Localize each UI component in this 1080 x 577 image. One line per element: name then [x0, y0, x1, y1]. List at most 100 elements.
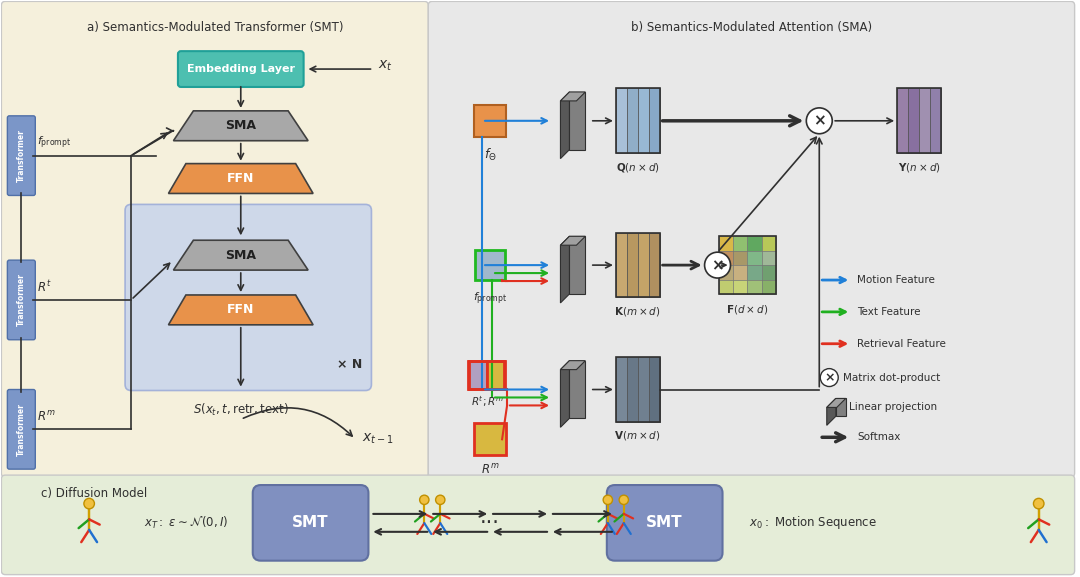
FancyBboxPatch shape [253, 485, 368, 561]
Polygon shape [168, 295, 313, 325]
Text: $f_{\mathrm{prompt}}$: $f_{\mathrm{prompt}}$ [473, 291, 508, 308]
Bar [718, 279, 733, 294]
Text: $R^t; R^m$: $R^t; R^m$ [471, 395, 503, 409]
Bar [761, 279, 777, 294]
Text: $R^t$: $R^t$ [38, 279, 52, 295]
Text: $R^m$: $R^m$ [481, 463, 499, 477]
Bar [718, 265, 733, 279]
Text: ×: × [711, 258, 724, 273]
Polygon shape [569, 236, 585, 294]
Bar [616, 88, 626, 153]
Text: b) Semantics-Modulated Attention (SMA): b) Semantics-Modulated Attention (SMA) [631, 21, 872, 34]
Text: $\mathbf{V}(m\times d)$: $\mathbf{V}(m\times d)$ [615, 429, 661, 443]
Bar [616, 88, 660, 153]
Circle shape [807, 108, 833, 134]
FancyBboxPatch shape [125, 204, 372, 391]
Text: × N: × N [337, 358, 363, 371]
Text: ×: × [824, 372, 835, 384]
Text: Transformer: Transformer [17, 273, 26, 327]
Bar [469, 361, 487, 388]
Polygon shape [827, 399, 846, 407]
Bar [897, 88, 941, 153]
Bar [616, 357, 660, 422]
Text: Retrieval Feature: Retrieval Feature [858, 339, 946, 349]
Bar [897, 88, 908, 153]
Text: $x_T{:}\ \epsilon \sim \mathcal{N}(0,I)$: $x_T{:}\ \epsilon \sim \mathcal{N}(0,I)$ [144, 515, 228, 531]
Polygon shape [561, 361, 569, 428]
Bar [638, 233, 649, 298]
Bar [761, 250, 777, 265]
Bar [930, 88, 941, 153]
Circle shape [704, 252, 730, 278]
Polygon shape [561, 361, 585, 370]
Polygon shape [561, 236, 569, 303]
Circle shape [435, 495, 445, 504]
Text: $f_\Theta$: $f_\Theta$ [484, 147, 497, 163]
Circle shape [619, 495, 629, 504]
Bar [747, 265, 761, 279]
Bar [718, 236, 733, 250]
FancyBboxPatch shape [8, 389, 36, 469]
Bar [487, 361, 505, 388]
Text: c) Diffusion Model: c) Diffusion Model [41, 487, 148, 500]
Polygon shape [836, 399, 846, 417]
Bar [733, 279, 747, 294]
Text: $S\left(x_t, t, \mathrm{retr, text}\right)$: $S\left(x_t, t, \mathrm{retr, text}\righ… [193, 402, 288, 418]
FancyBboxPatch shape [1, 1, 429, 477]
Text: FFN: FFN [227, 304, 255, 316]
Polygon shape [561, 92, 569, 159]
Circle shape [1034, 499, 1044, 509]
Text: FFN: FFN [227, 172, 255, 185]
Bar [626, 357, 638, 422]
FancyBboxPatch shape [429, 1, 1075, 477]
Text: SMA: SMA [226, 249, 256, 261]
Text: $\mathbf{Q}(n\times d)$: $\mathbf{Q}(n\times d)$ [616, 160, 660, 174]
Bar [747, 279, 761, 294]
Text: $\mathbf{F}(d\times d)$: $\mathbf{F}(d\times d)$ [727, 303, 769, 316]
Bar [733, 250, 747, 265]
Text: Softmax: Softmax [858, 432, 901, 443]
Bar [638, 357, 649, 422]
Bar [747, 250, 761, 265]
Text: Linear projection: Linear projection [849, 402, 937, 413]
Text: SMA: SMA [226, 119, 256, 132]
Text: $\mathbf{Y}(n\times d)$: $\mathbf{Y}(n\times d)$ [897, 160, 941, 174]
Text: Text Feature: Text Feature [858, 307, 920, 317]
Bar [616, 233, 660, 298]
Bar [626, 233, 638, 298]
Bar [718, 250, 733, 265]
Polygon shape [168, 164, 313, 193]
Polygon shape [561, 236, 585, 245]
Circle shape [821, 369, 838, 387]
Text: Transformer: Transformer [17, 129, 26, 182]
Text: $x_{t-1}$: $x_{t-1}$ [363, 432, 394, 447]
FancyBboxPatch shape [178, 51, 303, 87]
Text: Matrix dot-product: Matrix dot-product [843, 373, 941, 383]
Text: $x_t$: $x_t$ [378, 59, 393, 73]
Polygon shape [569, 92, 585, 149]
Bar [616, 357, 626, 422]
Polygon shape [174, 240, 308, 270]
Text: ···: ··· [481, 513, 500, 533]
Bar [474, 424, 507, 455]
Text: SMT: SMT [293, 515, 329, 530]
FancyBboxPatch shape [607, 485, 723, 561]
FancyBboxPatch shape [8, 116, 36, 196]
Text: Embedding Layer: Embedding Layer [187, 64, 295, 74]
Bar [908, 88, 919, 153]
Bar [469, 361, 504, 388]
FancyBboxPatch shape [1, 475, 1075, 575]
Bar [616, 233, 626, 298]
Bar [626, 88, 638, 153]
Text: ×: × [813, 114, 825, 129]
Text: SMT: SMT [646, 515, 683, 530]
Polygon shape [174, 111, 308, 141]
Bar [649, 233, 660, 298]
Circle shape [84, 499, 94, 509]
Text: $R^m$: $R^m$ [38, 410, 56, 424]
Text: $f_{\mathrm{prompt}}$: $f_{\mathrm{prompt}}$ [38, 134, 71, 151]
Bar [649, 88, 660, 153]
Circle shape [420, 495, 429, 504]
Text: $\mathbf{K}(m\times d)$: $\mathbf{K}(m\times d)$ [615, 305, 661, 318]
Polygon shape [827, 399, 836, 425]
